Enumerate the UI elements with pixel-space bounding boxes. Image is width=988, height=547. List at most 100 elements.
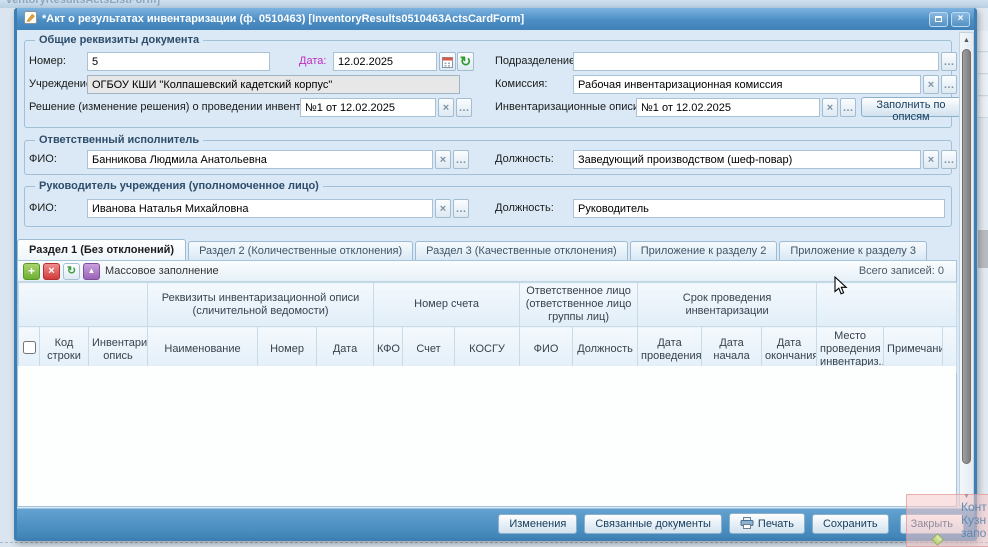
group-responsible-title: Ответственный исполнитель bbox=[35, 134, 204, 146]
edit-document-icon bbox=[24, 11, 37, 27]
tab-appendix-3[interactable]: Приложение к разделу 3 bbox=[779, 241, 927, 260]
background-list-row bbox=[978, 75, 988, 96]
date-calendar-button[interactable] bbox=[439, 52, 456, 71]
dialog-title: *Акт о результатах инвентаризации (ф. 05… bbox=[42, 13, 525, 25]
department-label: Подразделение: bbox=[495, 55, 579, 67]
maximize-button[interactable] bbox=[929, 11, 948, 27]
dialog-titlebar[interactable]: *Акт о результатах инвентаризации (ф. 05… bbox=[17, 8, 974, 30]
delete-icon: × bbox=[48, 264, 55, 277]
department-lookup-button[interactable]: … bbox=[941, 52, 957, 71]
col-kfo[interactable]: КФО bbox=[373, 326, 404, 373]
commission-input[interactable] bbox=[573, 75, 921, 94]
col-date[interactable]: Дата bbox=[316, 326, 375, 373]
tab-section-2[interactable]: Раздел 2 (Количественные отклонения) bbox=[188, 241, 414, 260]
delete-row-button[interactable]: × bbox=[43, 262, 60, 280]
add-row-button[interactable]: + bbox=[23, 262, 40, 280]
col-number[interactable]: Номер bbox=[257, 326, 318, 373]
head-fio-lookup-button[interactable]: … bbox=[453, 199, 469, 218]
linked-documents-button[interactable]: Связанные документы bbox=[584, 513, 722, 534]
overlay-text-line: Конт bbox=[961, 500, 987, 514]
tab-section-1[interactable]: Раздел 1 (Без отклонений) bbox=[17, 239, 187, 260]
refresh-icon: ↻ bbox=[66, 264, 77, 277]
commission-clear-button[interactable]: × bbox=[923, 75, 939, 94]
responsible-position-clear-button[interactable]: × bbox=[923, 150, 939, 169]
inventories-clear-button[interactable]: × bbox=[822, 98, 838, 117]
col-date-start[interactable]: Дата начала bbox=[701, 326, 763, 373]
institution-label: Учреждение: bbox=[29, 78, 96, 90]
institution-input[interactable] bbox=[87, 75, 460, 94]
commission-lookup-button[interactable]: … bbox=[941, 75, 957, 94]
department-input[interactable] bbox=[573, 52, 939, 71]
responsible-position-lookup-button[interactable]: … bbox=[941, 150, 957, 169]
number-input[interactable] bbox=[87, 52, 270, 71]
decision-input[interactable] bbox=[300, 98, 436, 117]
header-group-account: Номер счета bbox=[373, 282, 521, 327]
mass-fill-button[interactable]: ▲ bbox=[83, 262, 100, 280]
changes-button[interactable]: Изменения bbox=[498, 513, 578, 534]
select-all-checkbox[interactable] bbox=[22, 341, 36, 354]
refresh-grid-button[interactable]: ↻ bbox=[63, 262, 80, 280]
calendar-icon bbox=[442, 56, 453, 68]
inventories-input[interactable] bbox=[636, 98, 820, 117]
print-button-label: Печать bbox=[757, 518, 794, 530]
responsible-position-label: Должность: bbox=[495, 153, 554, 165]
head-fio-clear-button[interactable]: × bbox=[435, 199, 451, 218]
background-dashed-line bbox=[0, 542, 988, 543]
head-fio-input[interactable] bbox=[87, 199, 433, 218]
clear-icon: × bbox=[927, 153, 935, 166]
col-row-code[interactable]: Код строки bbox=[39, 326, 89, 373]
responsible-position-input[interactable] bbox=[573, 150, 921, 169]
col-filler bbox=[942, 326, 958, 373]
total-records-label: Всего записей: bbox=[858, 265, 935, 277]
responsible-fio-clear-button[interactable]: × bbox=[435, 150, 451, 169]
scroll-up-arrow[interactable]: ▲ bbox=[963, 37, 970, 44]
close-window-button[interactable]: × bbox=[951, 11, 970, 27]
header-group-requisites: Реквизиты инвентаризационной описи (слич… bbox=[147, 282, 375, 327]
notification-overlay: Конт Кузн запо bbox=[906, 494, 988, 547]
col-fio[interactable]: ФИО bbox=[519, 326, 574, 373]
dots-icon: … bbox=[455, 153, 467, 166]
col-position[interactable]: Должность bbox=[572, 326, 639, 373]
col-name[interactable]: Наименование bbox=[147, 326, 259, 373]
print-button[interactable]: Печать bbox=[728, 513, 805, 534]
clear-icon: × bbox=[826, 101, 834, 114]
inventories-lookup-button[interactable]: … bbox=[840, 98, 856, 117]
records-grid: + × ↻ ▲ Массовое заполнение Всего записе… bbox=[17, 260, 958, 507]
tab-section-3[interactable]: Раздел 3 (Качественные отклонения) bbox=[415, 241, 628, 260]
tab-appendix-2[interactable]: Приложение к разделу 2 bbox=[629, 241, 778, 260]
decision-clear-button[interactable]: × bbox=[438, 98, 454, 117]
group-head-title: Руководитель учреждения (уполномоченное … bbox=[35, 180, 323, 192]
date-input[interactable] bbox=[333, 52, 437, 71]
col-date-carrying[interactable]: Дата проведения bbox=[637, 326, 703, 373]
close-icon: × bbox=[957, 13, 964, 24]
head-position-input[interactable] bbox=[573, 199, 945, 218]
background-list-row bbox=[978, 53, 988, 74]
col-place[interactable]: Место проведения инвентариз... bbox=[816, 326, 885, 373]
background-list-row bbox=[978, 31, 988, 52]
print-icon bbox=[740, 517, 754, 529]
dialog-footer: Изменения Связанные документы Печать Сох… bbox=[17, 508, 974, 538]
fill-by-lists-button[interactable]: Заполнить по описям bbox=[861, 97, 961, 123]
overlay-diamond-icon bbox=[931, 533, 944, 546]
save-button[interactable]: Сохранить bbox=[811, 513, 889, 534]
responsible-fio-label: ФИО: bbox=[29, 153, 57, 165]
header-group-period: Срок проведения инвентаризации bbox=[637, 282, 818, 327]
head-position-label: Должность: bbox=[495, 202, 554, 214]
group-common-requisites: Общие реквизиты документа Номер: Дата: ↻… bbox=[24, 34, 961, 128]
total-records-value: 0 bbox=[937, 265, 944, 277]
responsible-fio-lookup-button[interactable]: … bbox=[453, 150, 469, 169]
group-common-title: Общие реквизиты документа bbox=[35, 34, 204, 46]
inventories-label: Инвентаризационные описи: bbox=[495, 101, 643, 113]
decision-lookup-button[interactable]: … bbox=[456, 98, 472, 117]
group-institution-head: Руководитель учреждения (уполномоченное … bbox=[24, 180, 952, 227]
grid-empty-body[interactable] bbox=[18, 366, 956, 506]
responsible-fio-input[interactable] bbox=[87, 150, 433, 169]
scrollbar-thumb[interactable] bbox=[962, 49, 971, 464]
commission-label: Комиссия: bbox=[495, 78, 548, 90]
col-inventory-list[interactable]: Инвентариз... опись bbox=[87, 326, 149, 373]
col-account[interactable]: Счет bbox=[402, 326, 456, 373]
date-refresh-button[interactable]: ↻ bbox=[457, 52, 474, 71]
form-scrollbar[interactable]: ▲ ▼ bbox=[959, 32, 974, 506]
col-kosgu[interactable]: КОСГУ bbox=[454, 326, 521, 373]
